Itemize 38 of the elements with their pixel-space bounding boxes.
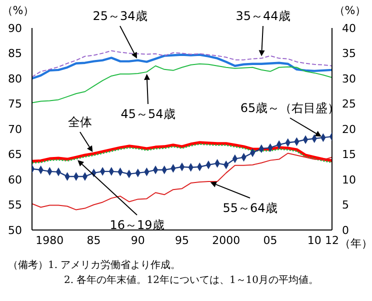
text: （備考）1. アメリカ労働省より作成。 xyxy=(7,258,182,273)
y2-tick-label: 40 xyxy=(342,22,356,35)
x-tick-label: 05 xyxy=(263,234,278,247)
text: 45～54歳 xyxy=(120,107,176,121)
y-tick-label: 60 xyxy=(8,173,22,186)
y2-tick-label: 35 xyxy=(342,47,356,60)
x-tick-label: 85 xyxy=(86,234,101,247)
y-tick-label: 90 xyxy=(8,22,22,35)
y-tick-label: 50 xyxy=(8,224,22,237)
y2-tick-label: 25 xyxy=(342,98,356,111)
y2-tick-label: 5 xyxy=(342,198,349,212)
y-axis-title: （%） xyxy=(2,4,34,17)
x-tick-label: 2000 xyxy=(212,234,240,247)
y-tick-label: 55 xyxy=(8,198,22,212)
y-tick-label: 80 xyxy=(8,72,22,86)
y2-tick-label: 0 xyxy=(342,224,349,237)
y2-tick-label: 15 xyxy=(342,148,356,162)
series-label: 55～64歳 xyxy=(222,201,278,215)
x-axis-title: （年） xyxy=(340,237,372,250)
x-tick-label: 12 xyxy=(325,234,339,247)
x-tick-label: 10 xyxy=(307,234,322,247)
text: 全体 xyxy=(68,115,92,129)
y2-tick-label: 20 xyxy=(342,122,356,136)
y2-axis-title: （%） xyxy=(334,4,366,17)
y-tick-label: 65 xyxy=(8,148,22,162)
y-tick-label: 85 xyxy=(8,47,22,60)
y-tick-label: 70 xyxy=(8,122,22,136)
x-tick-label: 95 xyxy=(175,234,189,247)
text: 35～44歳 xyxy=(236,9,290,23)
y2-tick-label: 10 xyxy=(342,173,356,186)
x-tick-label: 90 xyxy=(130,234,145,247)
series-label: 65歳～（右目盛） xyxy=(240,101,340,115)
y-tick-label: 75 xyxy=(8,98,22,111)
line-series xyxy=(32,63,332,104)
text: 2. 各年の年末値。12年については、1～10月の平均値。 xyxy=(63,274,320,288)
x-tick-label: 1980 xyxy=(36,234,64,247)
y2-tick-label: 30 xyxy=(342,72,356,86)
text: 25～34歳 xyxy=(92,9,148,23)
